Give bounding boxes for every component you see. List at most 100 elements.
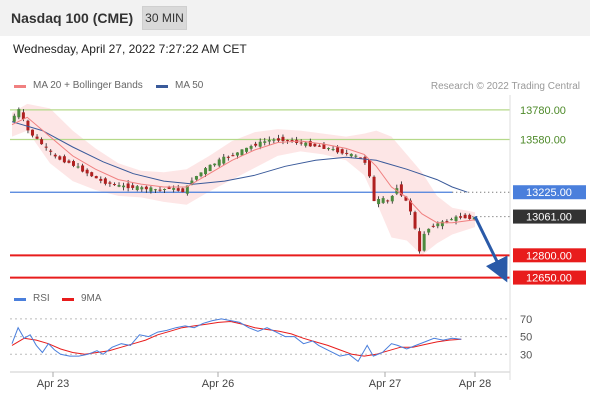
level-label-bg-pivot — [513, 185, 586, 200]
candle-body — [163, 189, 167, 191]
candle-body — [58, 156, 62, 160]
candle-body — [404, 196, 408, 201]
candle-body — [172, 188, 176, 190]
candle-body — [153, 189, 157, 191]
candle-body — [67, 160, 71, 163]
candle-body — [62, 156, 66, 163]
x-axis: Apr 23 Apr 26 Apr 27 Apr 28 — [10, 95, 511, 390]
candle-body — [386, 200, 390, 202]
candle-body — [213, 163, 217, 166]
candle-body — [158, 189, 162, 191]
rsi-legend-swatch — [14, 298, 26, 301]
candle-body — [122, 185, 126, 188]
forecast-arrow-line — [473, 215, 508, 283]
forecast-arrow — [473, 215, 508, 283]
candle-body — [299, 142, 303, 144]
candle-body — [372, 176, 376, 202]
level-label-support: 12800.00 — [526, 250, 572, 262]
candle-body — [322, 143, 326, 149]
candle-body — [85, 169, 89, 174]
candle-body — [81, 165, 85, 172]
candle-body — [413, 212, 417, 229]
candle-body — [399, 184, 403, 196]
bollinger-band — [12, 103, 475, 256]
candle-body — [245, 147, 249, 152]
rsi-tick-label: 50 — [520, 332, 532, 344]
candle-body — [26, 120, 30, 131]
ma50-line — [11, 121, 468, 193]
level-label-bg-support — [513, 248, 586, 263]
ma50-legend-swatch — [156, 85, 168, 88]
candle-body — [53, 154, 57, 157]
candle-body — [167, 186, 171, 189]
level-label-resistance: 13780.00 — [520, 105, 566, 117]
instrument-title: Nasdaq 100 (CME) — [11, 10, 134, 26]
rsi-ma9-line — [11, 320, 462, 357]
candle-body — [290, 140, 294, 142]
candle-body — [390, 195, 394, 202]
candle-body — [345, 152, 349, 154]
rsi-tick-label: 70 — [520, 314, 532, 326]
candle-body — [204, 168, 208, 175]
level-label-bg-support — [513, 270, 586, 285]
rsi-line — [11, 318, 462, 363]
candle-body — [336, 147, 340, 153]
candle-body — [454, 216, 458, 221]
candle-body — [422, 233, 426, 251]
candle-body — [331, 148, 335, 151]
candle-body — [30, 129, 34, 136]
candle-body — [76, 166, 80, 168]
header-bar: Nasdaq 100 (CME) 30 MIN — [0, 0, 590, 36]
date-time: Wednesday, April 27, 2022 7:27:22 AM CET — [13, 42, 247, 56]
candle-body — [317, 145, 321, 147]
candle-body — [363, 157, 367, 163]
candle-body — [304, 142, 308, 146]
rsi-legend-label: RSI — [33, 293, 50, 304]
candle-body — [340, 149, 344, 154]
ma9-legend-label: 9MA — [81, 293, 102, 304]
candle-body — [99, 178, 103, 181]
candle-body — [358, 157, 362, 159]
candle-body — [44, 146, 48, 148]
candle-body — [235, 152, 239, 156]
level-label-support: 12650.00 — [526, 273, 572, 285]
candle-body — [90, 172, 94, 177]
candle-body — [185, 185, 189, 194]
candle-body — [377, 198, 381, 205]
x-tick-label: Apr 26 — [202, 378, 234, 390]
candle-body — [144, 186, 148, 190]
candle-body — [40, 139, 44, 145]
candle-body — [354, 155, 358, 157]
candle-body — [440, 221, 444, 227]
credit-text: Research © 2022 Trading Central — [430, 81, 580, 92]
candle-body — [263, 141, 267, 143]
candle-body — [194, 176, 198, 180]
candle-body — [176, 188, 180, 191]
candle-body — [231, 155, 235, 157]
candle-body — [276, 138, 280, 141]
candle-body — [381, 198, 385, 203]
candle-body — [408, 200, 412, 212]
candle-body — [131, 185, 135, 188]
ma20-legend-swatch — [14, 85, 26, 88]
candle-body — [190, 180, 194, 185]
candle-body — [313, 143, 317, 147]
level-label-pivot: 13225.00 — [526, 187, 572, 199]
candle-body — [286, 139, 290, 141]
candle-body — [149, 187, 153, 192]
candle-body — [258, 141, 262, 147]
candle-body — [249, 146, 253, 149]
candle-body — [181, 188, 185, 193]
timeframe-button[interactable]: 30 MIN — [142, 6, 187, 30]
candle-body — [199, 172, 203, 177]
candle-body — [112, 184, 116, 186]
candle-body — [367, 159, 371, 177]
rsi-tick-label: 30 — [520, 349, 532, 361]
candle-body — [140, 187, 144, 190]
level-label-resistance: 13580.00 — [520, 135, 566, 147]
candle-body — [349, 153, 353, 157]
candle-body — [431, 225, 435, 227]
candle-body — [126, 183, 130, 189]
moving-averages — [11, 116, 476, 224]
